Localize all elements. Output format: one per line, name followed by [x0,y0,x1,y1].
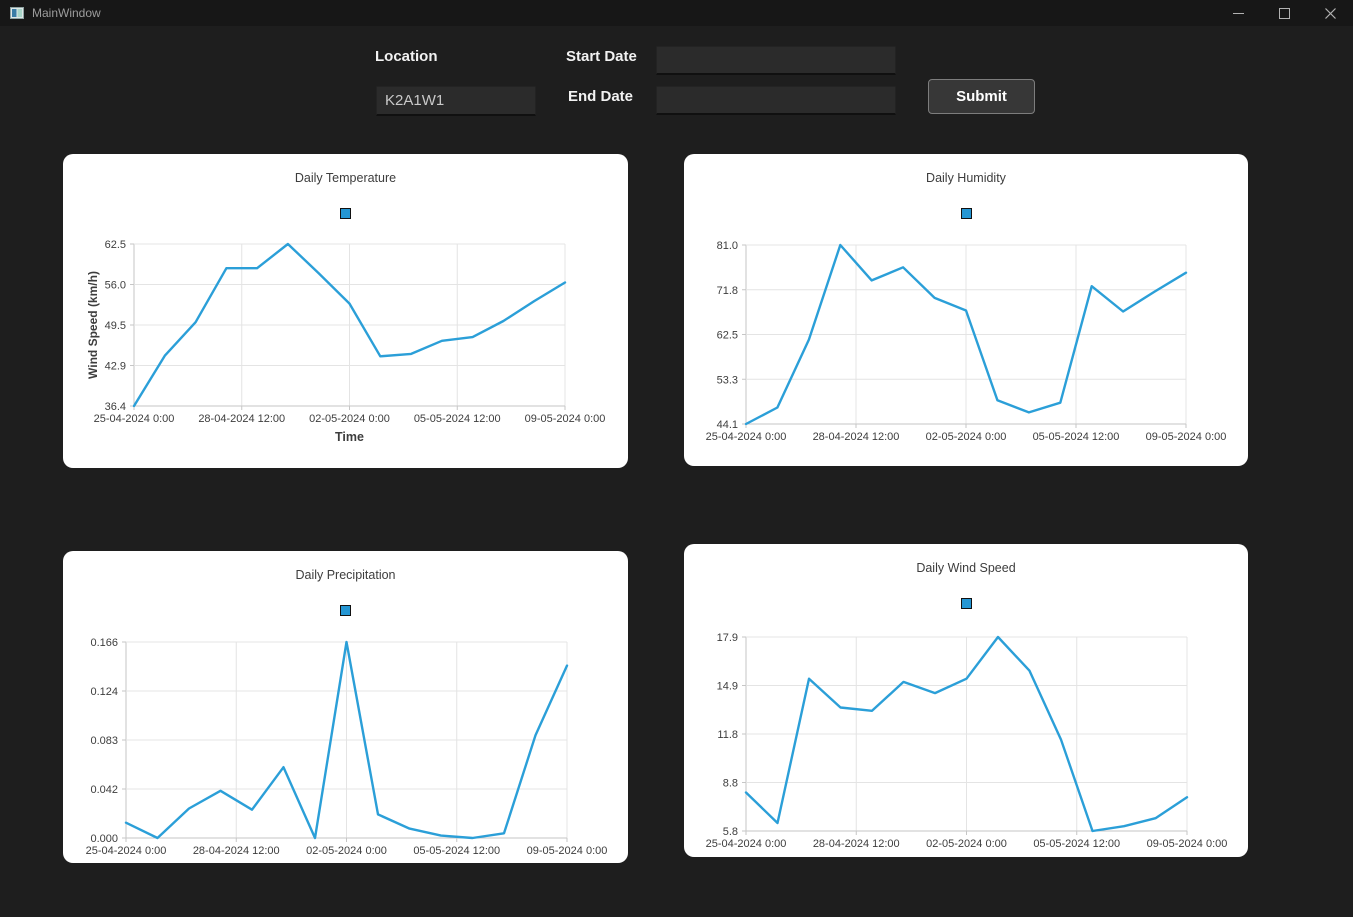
start-date-label: Start Date [566,48,637,65]
svg-text:Time: Time [335,430,364,444]
end-date-label: End Date [568,88,634,105]
svg-text:25-04-2024 0:00: 25-04-2024 0:00 [86,845,167,857]
svg-text:Wind Speed (km/h): Wind Speed (km/h) [86,271,100,379]
svg-text:71.8: 71.8 [717,285,738,297]
svg-text:02-05-2024 0:00: 02-05-2024 0:00 [926,838,1007,850]
svg-text:14.9: 14.9 [717,681,738,693]
close-button[interactable] [1307,0,1353,26]
svg-text:8.8: 8.8 [723,778,738,790]
legend-marker-icon [960,597,972,609]
location-input[interactable] [376,86,536,116]
start-date-input[interactable] [656,46,896,75]
svg-text:25-04-2024 0:00: 25-04-2024 0:00 [706,838,787,850]
submit-button[interactable]: Submit [928,79,1035,114]
maximize-icon [1278,7,1290,19]
svg-text:09-05-2024 0:00: 09-05-2024 0:00 [527,845,608,857]
maximize-button[interactable] [1261,0,1307,26]
svg-text:02-05-2024 0:00: 02-05-2024 0:00 [309,413,390,425]
svg-text:05-05-2024 12:00: 05-05-2024 12:00 [1033,838,1120,850]
svg-text:28-04-2024 12:00: 28-04-2024 12:00 [813,838,900,850]
svg-text:42.9: 42.9 [105,361,126,373]
svg-text:11.8: 11.8 [717,729,738,741]
chart-legend [63,603,628,617]
location-label: Location [375,48,438,65]
svg-text:09-05-2024 0:00: 09-05-2024 0:00 [1146,431,1227,443]
app-window-icon [10,6,24,20]
svg-text:0.042: 0.042 [90,784,118,796]
window-title: MainWindow [32,6,101,20]
svg-text:25-04-2024 0:00: 25-04-2024 0:00 [706,431,787,443]
legend-marker-icon [340,604,351,616]
line-chart-daily-precipitation: 25-04-2024 0:00 28-04-2024 12:00 02-05-202… [86,637,608,857]
svg-text:0.000: 0.000 [90,833,118,845]
svg-text:09-05-2024 0:00: 09-05-2024 0:00 [525,413,606,425]
svg-text:17.9: 17.9 [717,632,738,644]
line-chart-daily-temperature: 25-04-2024 0:00 28-04-2024 12:00 02-05-202… [86,239,606,444]
chart-card-daily-precipitation: Daily Precipitation 25-04-2024 0:00 28-04… [63,551,628,863]
svg-text:28-04-2024 12:00: 28-04-2024 12:00 [193,845,280,857]
minimize-icon [1232,12,1244,14]
svg-text:05-05-2024 12:00: 05-05-2024 12:00 [413,845,500,857]
svg-text:53.3: 53.3 [717,374,738,386]
svg-text:49.5: 49.5 [105,320,126,332]
svg-text:0.166: 0.166 [90,637,118,649]
chart-legend [684,206,1248,220]
chart-title: Daily Precipitation [295,568,396,582]
svg-text:56.0: 56.0 [105,280,126,292]
svg-text:02-05-2024 0:00: 02-05-2024 0:00 [926,431,1007,443]
chart-card-daily-wind-speed: Daily Wind Speed 25-04-2024 0:00 28-04-20… [684,544,1248,857]
legend-marker-icon [960,207,972,219]
chart-card-daily-temperature: Daily Temperature 25-04-2024 0:00 28-04-2… [63,154,628,468]
line-chart-daily-humidity: 25-04-2024 0:00 28-04-2024 12:00 02-05-202… [706,240,1227,443]
chart-title: Daily Temperature [294,171,397,185]
svg-text:05-05-2024 12:00: 05-05-2024 12:00 [414,413,501,425]
svg-text:62.5: 62.5 [717,330,738,342]
svg-text:36.4: 36.4 [105,401,126,413]
svg-text:28-04-2024 12:00: 28-04-2024 12:00 [198,413,285,425]
close-icon [1324,7,1336,19]
svg-text:28-04-2024 12:00: 28-04-2024 12:00 [813,431,900,443]
window-controls [1215,0,1353,26]
chart-title: Daily Wind Speed [916,561,1016,575]
svg-text:44.1: 44.1 [717,419,738,431]
line-chart-daily-wind-speed: 25-04-2024 0:00 28-04-2024 12:00 02-05-202… [706,632,1228,850]
svg-text:0.124: 0.124 [90,686,118,698]
legend-marker-icon [340,207,351,219]
svg-text:0.083: 0.083 [90,735,118,747]
chart-legend [63,206,628,220]
minimize-button[interactable] [1215,0,1261,26]
svg-text:05-05-2024 12:00: 05-05-2024 12:00 [1033,431,1120,443]
svg-text:02-05-2024 0:00: 02-05-2024 0:00 [306,845,387,857]
chart-card-daily-humidity: Daily Humidity 25-04-2024 0:00 28-04-2024… [684,154,1248,466]
chart-legend [684,596,1248,610]
svg-text:81.0: 81.0 [717,240,738,252]
svg-text:5.8: 5.8 [723,826,738,838]
end-date-input[interactable] [656,86,896,115]
svg-text:62.5: 62.5 [105,239,126,251]
svg-text:25-04-2024 0:00: 25-04-2024 0:00 [94,413,175,425]
title-bar[interactable]: MainWindow [0,0,1353,26]
svg-text:09-05-2024 0:00: 09-05-2024 0:00 [1147,838,1228,850]
chart-title: Daily Humidity [926,171,1006,185]
